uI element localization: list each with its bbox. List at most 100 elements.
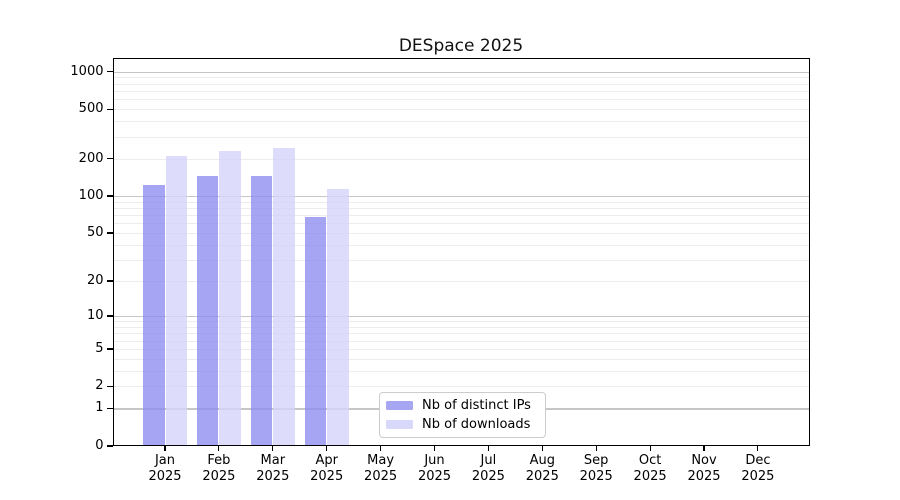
x-tick-label-May: May 2025 xyxy=(353,453,409,484)
x-tick-label-Nov: Nov 2025 xyxy=(676,453,732,484)
y-tick-50 xyxy=(106,232,113,234)
x-tick-year: 2025 xyxy=(202,468,236,484)
gridline-minor xyxy=(112,244,810,246)
x-tick-month: Jan xyxy=(154,453,176,468)
legend-item-downloads: Nb of downloads xyxy=(386,417,537,432)
x-tick-year: 2025 xyxy=(525,468,559,484)
y-tick-0 xyxy=(106,445,113,447)
gridline-major xyxy=(112,71,810,73)
y-tick-1000 xyxy=(106,71,113,73)
y-tick-20 xyxy=(106,280,113,282)
x-tick-year: 2025 xyxy=(256,468,290,484)
y-tick-label-5: 5 xyxy=(95,340,104,356)
x-tick-month: Aug xyxy=(529,453,555,468)
gridline-minor xyxy=(112,340,810,342)
gridline-minor xyxy=(112,358,810,360)
gridline-minor xyxy=(112,259,810,261)
chart-title: DESpace 2025 xyxy=(398,36,524,56)
legend-item-ips: Nb of distinct IPs xyxy=(386,398,537,413)
x-tick-label-Aug: Aug 2025 xyxy=(514,453,570,484)
y-tick-5 xyxy=(106,348,113,350)
x-tick-year: 2025 xyxy=(687,468,721,484)
legend-swatch-downloads xyxy=(386,419,413,430)
plot-area xyxy=(112,58,810,446)
y-tick-2 xyxy=(106,385,113,388)
x-tick-Jan xyxy=(164,446,166,451)
gridline-minor xyxy=(112,136,810,138)
gridline-minor xyxy=(112,223,810,225)
gridline-minor xyxy=(112,232,810,234)
x-tick-year: 2025 xyxy=(741,468,775,484)
y-tick-200 xyxy=(106,158,113,160)
x-tick-year: 2025 xyxy=(148,468,182,484)
x-tick-Nov xyxy=(703,446,705,451)
gridline-minor xyxy=(112,99,810,101)
gridline-minor xyxy=(112,281,810,283)
y-tick-500 xyxy=(106,108,113,110)
y-tick-label-0: 0 xyxy=(95,438,104,453)
x-tick-month: May xyxy=(367,453,395,468)
y-tick-label-500: 500 xyxy=(78,101,104,117)
x-tick-month: Mar xyxy=(260,453,286,468)
y-tick-100 xyxy=(106,195,113,197)
bar-downloads-Apr xyxy=(327,189,349,446)
x-tick-label-Mar: Mar 2025 xyxy=(245,453,301,484)
gridline-major xyxy=(112,195,810,198)
bar-ips-Feb xyxy=(196,176,219,446)
x-tick-label-Jan: Jan 2025 xyxy=(137,453,193,484)
bar-downloads-Jan xyxy=(165,156,187,446)
legend-swatch-distinct-ips xyxy=(386,400,413,411)
bar-ips-Jan xyxy=(143,185,165,446)
x-tick-Aug xyxy=(541,446,543,451)
legend: Nb of distinct IPs Nb of downloads xyxy=(379,392,546,438)
gridline-minor xyxy=(112,158,810,160)
x-tick-month: Dec xyxy=(745,453,771,468)
x-tick-year: 2025 xyxy=(579,468,613,484)
gridline-minor xyxy=(112,121,810,123)
x-tick-Mar xyxy=(272,446,274,451)
x-tick-month: Sep xyxy=(583,453,609,468)
x-tick-month: Jul xyxy=(480,453,497,468)
gridline-minor xyxy=(112,348,810,350)
gridline-minor xyxy=(112,370,810,372)
bar-downloads-Feb xyxy=(219,151,241,446)
x-tick-year: 2025 xyxy=(471,468,505,484)
x-tick-label-Apr: Apr 2025 xyxy=(299,453,355,484)
y-tick-label-20: 20 xyxy=(86,273,104,289)
x-tick-year: 2025 xyxy=(364,468,398,484)
legend-label-downloads: Nb of downloads xyxy=(422,417,531,432)
x-tick-May xyxy=(380,446,382,451)
x-tick-month: Oct xyxy=(638,453,662,468)
gridline-minor xyxy=(112,90,810,92)
y-tick-label-200: 200 xyxy=(78,150,104,166)
gridline-minor xyxy=(112,83,810,85)
x-tick-label-Sep: Sep 2025 xyxy=(568,453,624,484)
bar-downloads-Mar xyxy=(273,147,295,446)
x-tick-year: 2025 xyxy=(417,468,452,484)
x-tick-label-Dec: Dec 2025 xyxy=(730,453,786,484)
gridline-minor xyxy=(112,215,810,217)
y-tick-label-100: 100 xyxy=(78,187,104,203)
x-tick-month: Jun xyxy=(424,453,445,468)
y-tick-label-10: 10 xyxy=(86,308,104,324)
y-tick-label-50: 50 xyxy=(86,224,104,240)
gridline-minor xyxy=(112,207,810,209)
bar-ips-Mar xyxy=(250,175,273,446)
x-tick-Feb xyxy=(218,446,220,451)
y-tick-label-1000: 1000 xyxy=(70,63,104,79)
x-tick-label-Feb: Feb 2025 xyxy=(191,453,247,484)
x-tick-label-Jul: Jul 2025 xyxy=(460,453,516,484)
x-tick-Jun xyxy=(433,446,436,451)
gridline-minor xyxy=(112,201,810,203)
gridline-minor xyxy=(112,386,810,388)
x-tick-month: Feb xyxy=(207,453,231,468)
y-tick-label-2: 2 xyxy=(95,378,104,394)
x-tick-label-Oct: Oct 2025 xyxy=(622,453,678,484)
x-tick-Dec xyxy=(757,446,759,451)
y-tick-label-1: 1 xyxy=(95,400,104,416)
gridline-minor xyxy=(112,109,810,111)
gridline-minor xyxy=(112,326,810,328)
y-tick-10 xyxy=(106,315,113,317)
x-tick-month: Nov xyxy=(691,453,717,468)
